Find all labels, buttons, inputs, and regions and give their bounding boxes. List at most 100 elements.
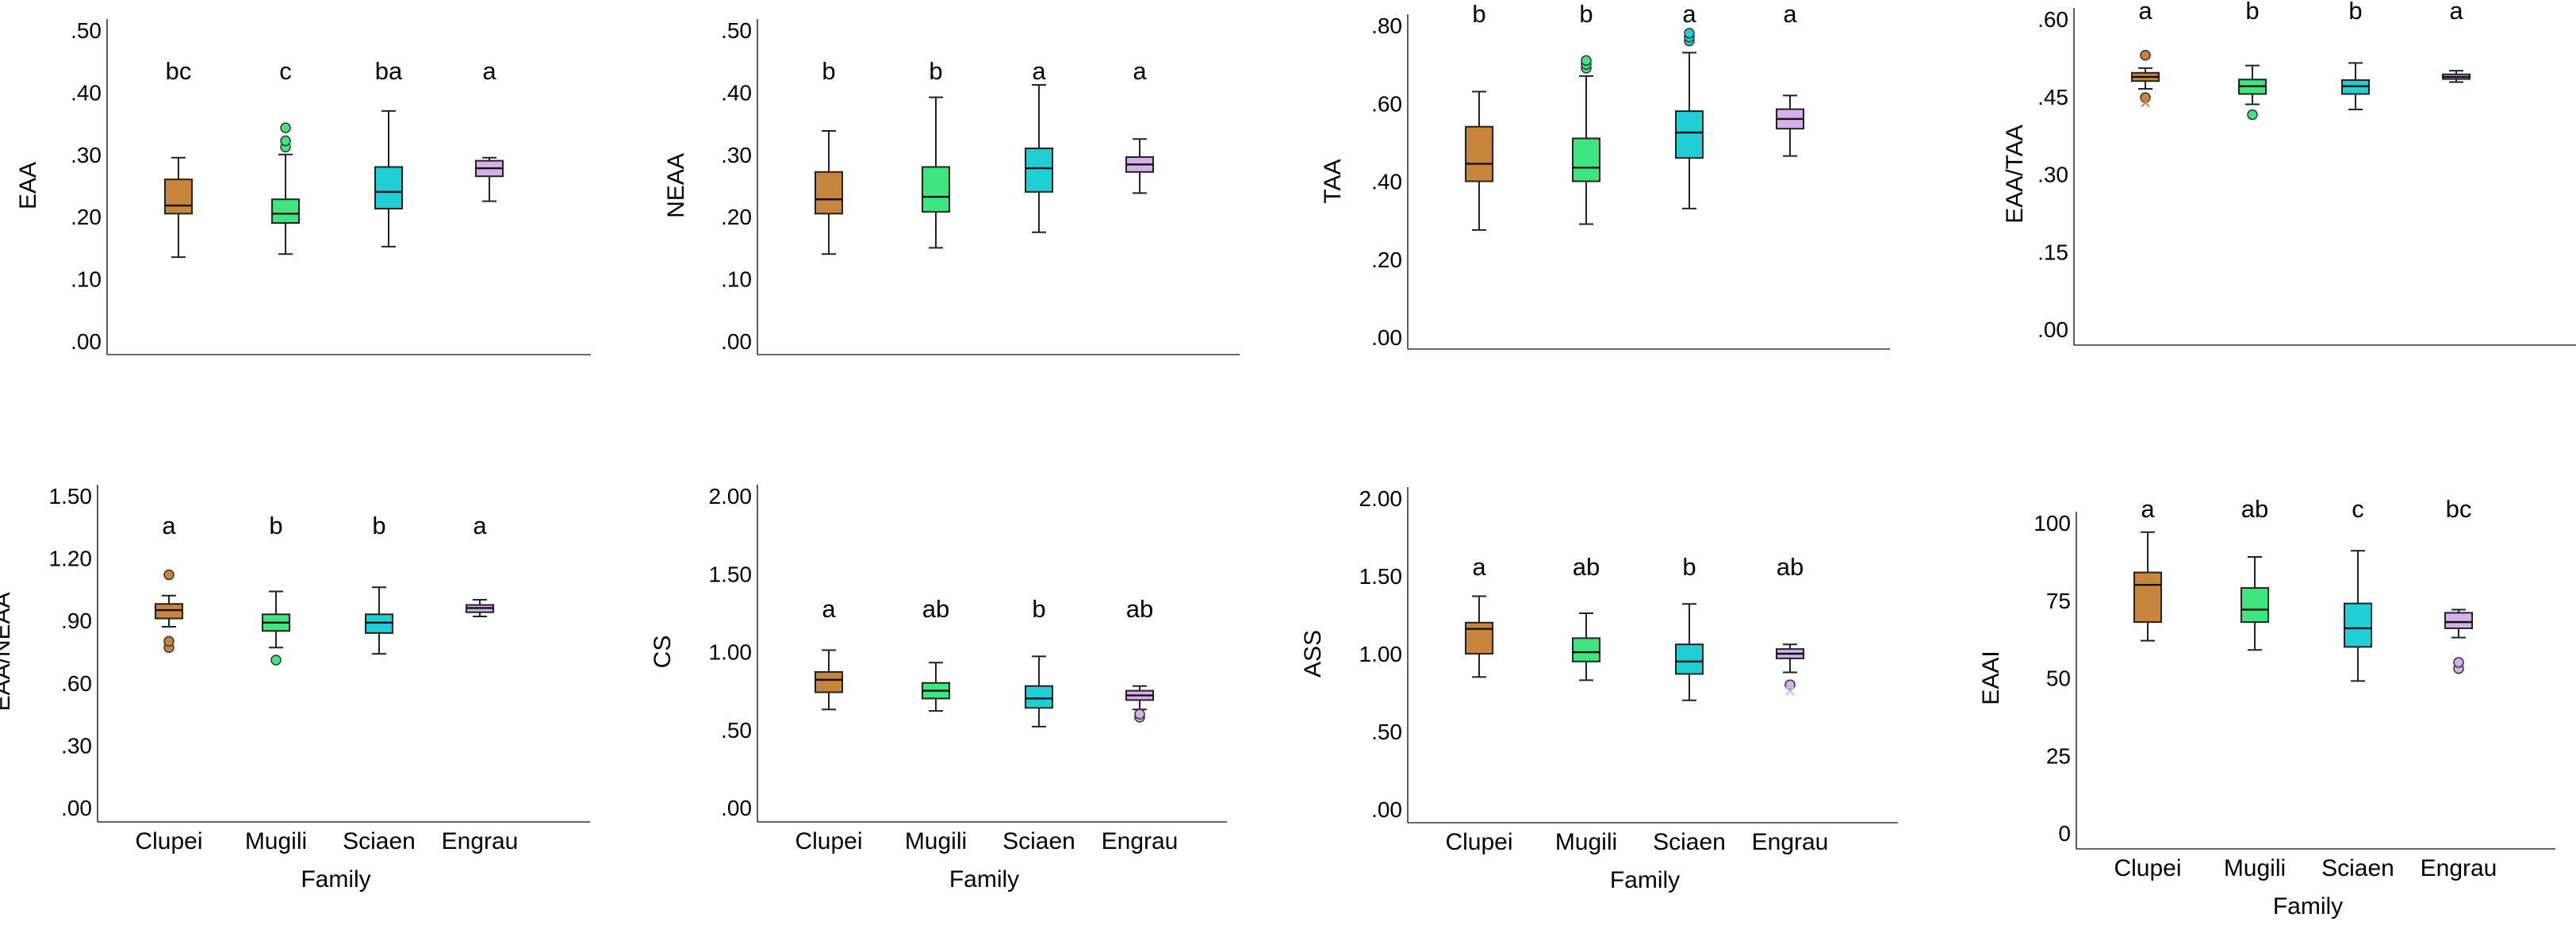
significance-letter: b — [1682, 553, 1696, 581]
significance-letter: b — [1472, 0, 1485, 28]
significance-letter: b — [269, 512, 282, 539]
outlier-point — [2453, 657, 2464, 668]
box-engrau: ab — [1776, 553, 1804, 696]
box-body — [374, 166, 403, 210]
x-axis-title: Family — [1610, 867, 1680, 893]
box-clupei: a — [155, 512, 183, 654]
box-body — [1465, 621, 1493, 655]
box-body — [1025, 147, 1053, 193]
box-body — [815, 171, 843, 215]
x-tick-label: Mugili — [905, 828, 967, 854]
x-tick-label: Sciaen — [1653, 829, 1726, 855]
significance-letter: b — [929, 57, 942, 85]
x-axis-title: Family — [949, 866, 1019, 893]
box-body — [922, 166, 950, 213]
y-tick-label: .30 — [61, 733, 92, 758]
y-tick-label: .00 — [61, 796, 92, 820]
box-clupei: a — [815, 595, 843, 711]
significance-letter: a — [482, 57, 496, 85]
outlier-point — [280, 122, 291, 133]
y-tick-label: .30 — [721, 143, 752, 167]
panel-2: .00 .10 .20 .30 .40 .50 NEAA b b a a — [663, 18, 1240, 355]
box-body — [1572, 137, 1600, 182]
box-body — [271, 198, 300, 225]
y-axis-title: EAA/TAA — [2002, 125, 2028, 223]
outlier-point — [2140, 49, 2151, 61]
x-axis-title: Family — [2273, 893, 2343, 919]
y-tick-label: .50 — [721, 718, 752, 743]
panel-1: .00 .10 .20 .30 .40 .50 EAA bc c ba a — [15, 18, 591, 355]
box-engrau: ab — [1125, 595, 1154, 723]
y-tick-label: .20 — [71, 205, 102, 229]
significance-letter: ab — [2241, 495, 2268, 523]
significance-letter: ab — [1126, 595, 1153, 623]
y-tick-label: 75 — [2046, 589, 2071, 613]
y-tick-label: 1.00 — [709, 640, 753, 665]
box-engrau: a — [475, 57, 504, 202]
x-tick-label: Clupei — [1445, 829, 1512, 855]
box-sciaen: c — [2344, 495, 2372, 682]
y-tick-label: .00 — [721, 329, 752, 354]
outlier-point — [2140, 92, 2151, 103]
x-tick-label: Engrau — [2421, 855, 2497, 881]
box-mugili: b — [262, 512, 290, 666]
y-tick-label: .20 — [1371, 248, 1402, 272]
y-tick-label: 2.00 — [1359, 486, 1403, 511]
x-tick-label: Engrau — [1102, 828, 1179, 854]
box-mugili: b — [1572, 0, 1600, 225]
y-tick-label: .30 — [71, 143, 102, 167]
y-tick-label: .60 — [61, 671, 92, 696]
box-engrau: a — [2442, 0, 2471, 83]
x-tick-label: Clupei — [135, 828, 202, 854]
y-tick-label: .60 — [1371, 91, 1402, 116]
box-mugili: c — [271, 57, 300, 255]
box-engrau: a — [466, 512, 494, 617]
box-clupei: a — [1465, 553, 1493, 678]
box-mugili: ab — [1572, 553, 1600, 681]
y-tick-label: .30 — [2037, 163, 2068, 187]
box-body — [2241, 587, 2269, 624]
panel-4: .00 .15 .30 .45 .60 EAA/TAA a b b a — [2002, 0, 2576, 346]
y-axis-title: NEAA — [663, 153, 689, 218]
significance-letter: a — [1783, 0, 1797, 28]
box-body — [2344, 602, 2372, 648]
box-sciaen: ba — [374, 57, 403, 248]
y-tick-label: 2.00 — [709, 484, 753, 509]
box-clupei: b — [1465, 0, 1493, 231]
significance-letter: bc — [2446, 495, 2472, 523]
outlier-point — [270, 655, 282, 666]
x-tick-label: Clupei — [795, 828, 862, 854]
box-engrau: bc — [2444, 495, 2473, 674]
y-tick-label: 1.50 — [1359, 564, 1403, 589]
y-tick-label: .40 — [721, 80, 752, 105]
y-axis-title: CS — [650, 635, 676, 669]
x-tick-label: Sciaen — [343, 828, 416, 854]
significance-letter: a — [822, 595, 836, 623]
y-tick-label: .00 — [2037, 317, 2068, 342]
significance-letter: bc — [166, 57, 192, 85]
y-tick-label: 100 — [2034, 511, 2071, 536]
y-axis-title: EAA/NEAA — [0, 592, 15, 711]
panel-5: .00 .30 .60 .90 1.20 1.50 EAA/NEAA a b b a Clupei Mu… — [0, 484, 590, 893]
box-sciaen: b — [365, 512, 393, 655]
significance-letter: ab — [1777, 553, 1804, 581]
panel-7: .00 .50 1.00 1.50 2.00 ASS a ab b ab Clupei Mugili S… — [1300, 486, 1898, 893]
box-sciaen: a — [1675, 0, 1704, 209]
x-tick-label: Clupei — [2114, 855, 2181, 881]
y-tick-label: .15 — [2037, 240, 2068, 264]
box-clupei: bc — [164, 57, 193, 259]
outlier-point — [280, 135, 291, 147]
significance-letter: ab — [922, 595, 949, 623]
box-body — [164, 179, 193, 215]
x-tick-label: Engrau — [1752, 829, 1829, 855]
significance-letter: a — [1032, 57, 1046, 85]
significance-letter: a — [2449, 0, 2463, 25]
outlier-point — [2247, 109, 2258, 121]
x-tick-label: Mugili — [245, 828, 307, 854]
significance-letter: c — [2352, 495, 2364, 523]
y-tick-label: .50 — [1371, 720, 1402, 744]
panel-6: .00 .50 1.00 1.50 2.00 CS a ab b ab Clupei Mugili Sc… — [650, 484, 1227, 893]
y-tick-label: 1.00 — [1359, 642, 1403, 666]
box-sciaen: b — [2341, 0, 2370, 111]
box-body — [1572, 637, 1600, 662]
